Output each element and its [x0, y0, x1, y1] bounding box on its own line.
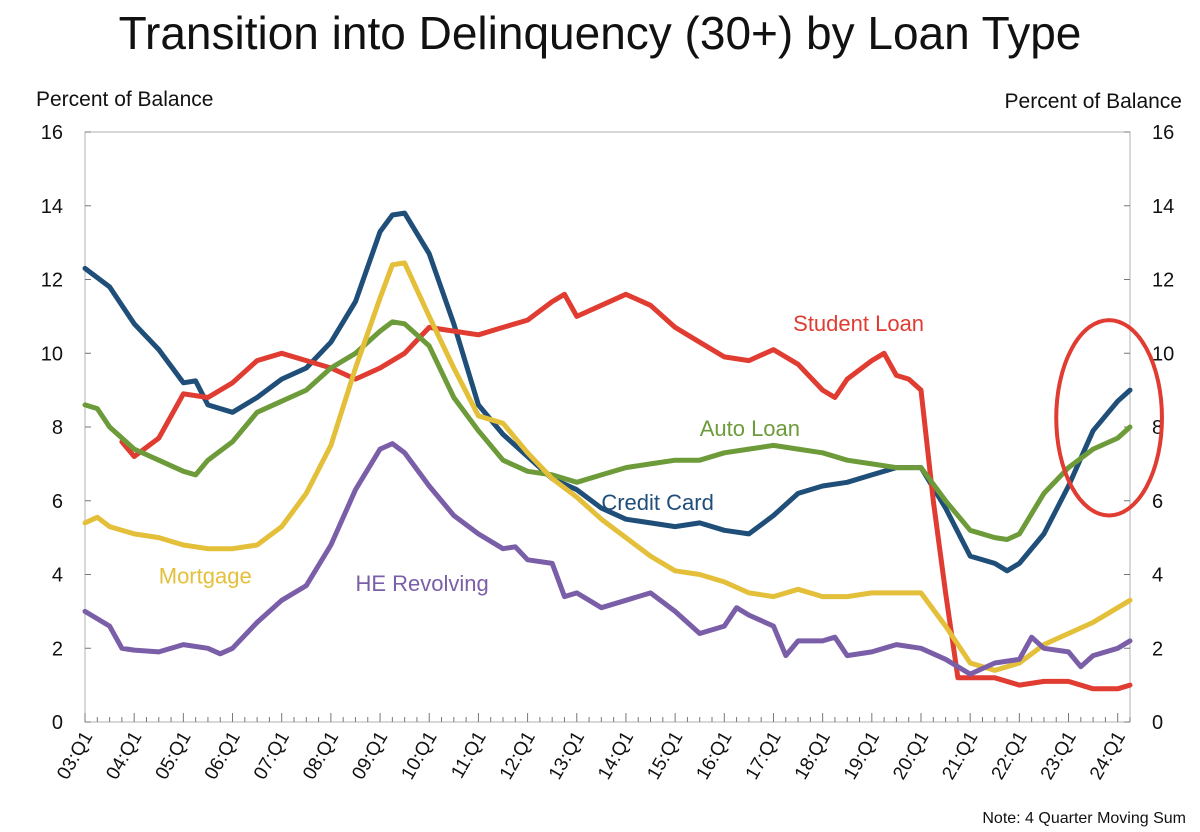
- y-tick-label-right: 0: [1152, 712, 1163, 734]
- right-axis-title: Percent of Balance: [1004, 90, 1182, 113]
- x-tick-label: 10:Q1: [397, 728, 441, 783]
- x-tick-label: 15:Q1: [643, 728, 687, 783]
- x-tick-label: 18:Q1: [791, 728, 835, 783]
- x-tick-label: 24:Q1: [1086, 728, 1130, 783]
- x-tick-label: 06:Q1: [201, 728, 245, 783]
- y-tick-label-left: 0: [52, 712, 63, 734]
- x-tick-label: 19:Q1: [840, 728, 884, 783]
- y-tick-label-left: 16: [41, 122, 63, 144]
- y-tick-label-left: 6: [52, 491, 63, 513]
- y-tick-label-left: 4: [52, 565, 63, 587]
- series-label-mortgage: Mortgage: [159, 564, 252, 589]
- chart-title: Transition into Delinquency (30+) by Loa…: [118, 7, 1082, 59]
- y-tick-label-right: 14: [1152, 196, 1174, 218]
- x-tick-label: 04:Q1: [102, 728, 146, 783]
- series-label-auto-loan: Auto Loan: [700, 416, 800, 441]
- x-tick-label: 20:Q1: [889, 728, 933, 783]
- y-tick-label-left: 2: [52, 638, 63, 660]
- series-line-credit-card: [82, 210, 1133, 574]
- series-line-he-revolving: [82, 441, 1133, 677]
- y-tick-label-left: 12: [41, 270, 63, 292]
- y-tick-label-right: 16: [1152, 122, 1174, 144]
- x-tick-label: 17:Q1: [742, 728, 786, 783]
- x-tick-label: 08:Q1: [299, 728, 343, 783]
- highlight-ellipse: [1054, 318, 1164, 518]
- y-tick-label-left: 14: [41, 196, 63, 218]
- y-tick-label-right: 12: [1152, 270, 1174, 292]
- x-tick-label: 12:Q1: [496, 728, 540, 783]
- series-line-mortgage: [82, 260, 1133, 673]
- x-tick-label: 03:Q1: [53, 728, 97, 783]
- x-tick-label: 23:Q1: [1037, 728, 1081, 783]
- x-tick-label: 13:Q1: [545, 728, 589, 783]
- x-tick-label: 05:Q1: [152, 728, 196, 783]
- x-tick-label: 11:Q1: [447, 728, 490, 782]
- chart-note: Note: 4 Quarter Moving Sum: [982, 810, 1186, 827]
- series-label-student-loan: Student Loan: [793, 311, 924, 336]
- y-tick-label-right: 4: [1152, 565, 1163, 587]
- series-line-auto-loan: [82, 319, 1133, 542]
- x-tick-label: 16:Q1: [693, 728, 737, 783]
- x-tick-label: 22:Q1: [988, 728, 1032, 783]
- x-tick-label: 09:Q1: [348, 728, 392, 783]
- y-tick-label-right: 10: [1152, 343, 1174, 365]
- x-tick-label: 21:Q1: [938, 728, 982, 783]
- series-label-credit-card: Credit Card: [601, 490, 713, 515]
- left-axis-title: Percent of Balance: [36, 88, 214, 111]
- series-label-he-revolving: HE Revolving: [355, 571, 488, 596]
- y-tick-label-right: 6: [1152, 491, 1163, 513]
- y-tick-label-right: 2: [1152, 638, 1163, 660]
- y-tick-label-right: 8: [1152, 417, 1163, 439]
- series-line-student-loan: [119, 291, 1133, 692]
- y-tick-label-left: 8: [52, 417, 63, 439]
- y-tick-label-left: 10: [41, 343, 63, 365]
- x-tick-label: 07:Q1: [250, 728, 294, 783]
- x-tick-label: 14:Q1: [594, 728, 638, 783]
